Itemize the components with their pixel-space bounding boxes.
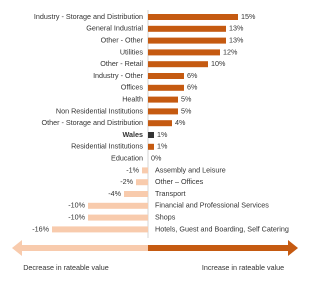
- category-label: Assembly and Leisure: [155, 165, 226, 174]
- increase-label: Increase in rateable value: [202, 263, 284, 272]
- category-label: Residential Institutions: [71, 142, 143, 151]
- bar: [148, 84, 184, 91]
- value-label: 13%: [229, 36, 244, 45]
- category-label: Other – Offices: [155, 177, 204, 186]
- decrease-arrow: [12, 240, 148, 256]
- category-label: Transport: [155, 189, 186, 198]
- value-label: 6%: [187, 71, 198, 80]
- bar: [148, 108, 178, 115]
- value-label: 15%: [241, 12, 256, 21]
- bar: [148, 25, 226, 32]
- value-label: 10%: [211, 59, 226, 68]
- category-label: Education: [111, 154, 143, 163]
- bar: [124, 191, 148, 197]
- decrease-label: Decrease in rateable value: [23, 263, 109, 272]
- category-label: Offices: [121, 83, 144, 92]
- value-label: -10%: [68, 213, 85, 222]
- value-label: 4%: [175, 118, 186, 127]
- category-label: Non Residential Institutions: [56, 106, 144, 115]
- value-label: -2%: [120, 177, 133, 186]
- value-label: 1%: [157, 130, 168, 139]
- category-label: General Industrial: [86, 24, 143, 33]
- bar: [88, 202, 148, 209]
- value-label: -16%: [32, 224, 49, 233]
- value-label: 5%: [181, 95, 192, 104]
- category-label: Industry - Storage and Distribution: [34, 12, 143, 21]
- value-label: 5%: [181, 106, 192, 115]
- chart: Decrease in rateable value Increase in r…: [12, 10, 298, 272]
- category-label: Other - Storage and Distribution: [42, 118, 143, 127]
- bar: [148, 14, 238, 20]
- bar: [148, 49, 220, 56]
- value-label: -1%: [126, 165, 139, 174]
- value-label: 1%: [157, 142, 168, 151]
- bar: [52, 226, 148, 233]
- bar: [148, 143, 154, 150]
- bar: [88, 214, 148, 221]
- value-label: -10%: [68, 201, 85, 210]
- category-label: Other - Retail: [100, 59, 143, 68]
- category-label: Industry - Other: [93, 71, 144, 80]
- increase-arrow: [148, 240, 298, 256]
- value-label: 12%: [223, 47, 238, 56]
- bar: [148, 132, 154, 138]
- category-label: Wales: [122, 130, 143, 139]
- category-label: Financial and Professional Services: [155, 201, 269, 210]
- value-label: 6%: [187, 83, 198, 92]
- bar: [148, 61, 208, 68]
- value-label: -4%: [108, 189, 121, 198]
- category-label: Health: [122, 95, 143, 104]
- bar: [142, 167, 148, 174]
- value-label: 13%: [229, 24, 244, 33]
- category-label: Hotels, Guest and Boarding, Self Caterin…: [155, 224, 289, 233]
- category-label: Other - Other: [101, 36, 144, 45]
- category-label: Shops: [155, 213, 176, 222]
- value-label: 0%: [151, 154, 162, 163]
- bar: [148, 73, 184, 79]
- bar: [136, 179, 148, 186]
- bar: [148, 120, 172, 127]
- category-label: Utilities: [120, 47, 144, 56]
- bar: [148, 96, 178, 103]
- bar: [148, 37, 226, 44]
